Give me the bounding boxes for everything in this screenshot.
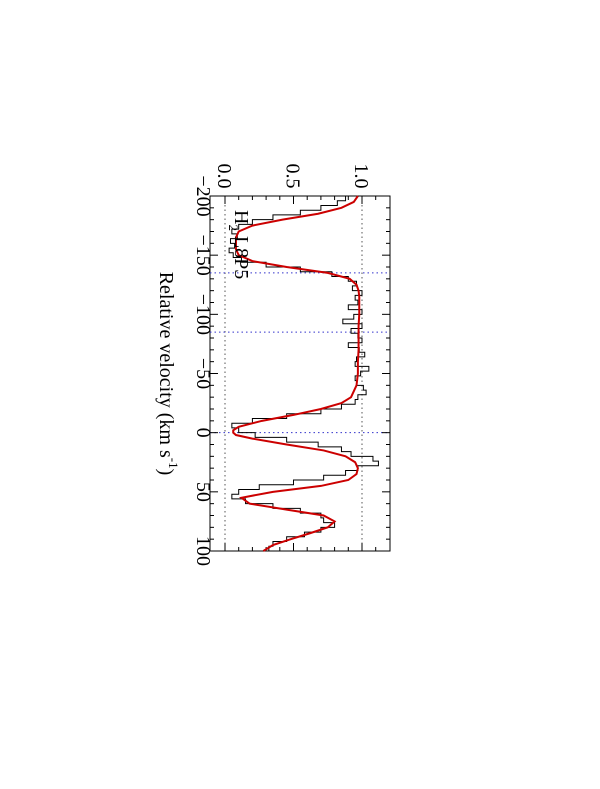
x-ticks: −200 −150 −100 −50 0 50 100 <box>192 175 390 566</box>
y-tick-label: 0.5 <box>282 164 304 189</box>
line-label: H2 L8P5 <box>226 210 252 279</box>
data-spectrum <box>228 196 379 552</box>
x-tick-label: 100 <box>192 536 214 566</box>
x-tick-label: 0 <box>192 428 214 438</box>
x-tick-label: 50 <box>192 482 214 502</box>
y-ticks: 0.0 0.5 1.0 <box>213 164 377 551</box>
component-lines <box>210 272 390 434</box>
reference-lines <box>224 196 363 551</box>
series-layer <box>228 195 379 552</box>
fit-curve <box>232 195 361 552</box>
x-tick-label: −100 <box>192 294 214 335</box>
x-axis-title: Relative velocity (km s-1) <box>155 272 181 476</box>
y-tick-label: 0.0 <box>213 164 235 189</box>
y-tick-label: 1.0 <box>350 164 372 189</box>
x-tick-label: −50 <box>192 358 214 389</box>
x-tick-label: −200 <box>192 175 214 216</box>
x-tick-label: −150 <box>192 235 214 276</box>
